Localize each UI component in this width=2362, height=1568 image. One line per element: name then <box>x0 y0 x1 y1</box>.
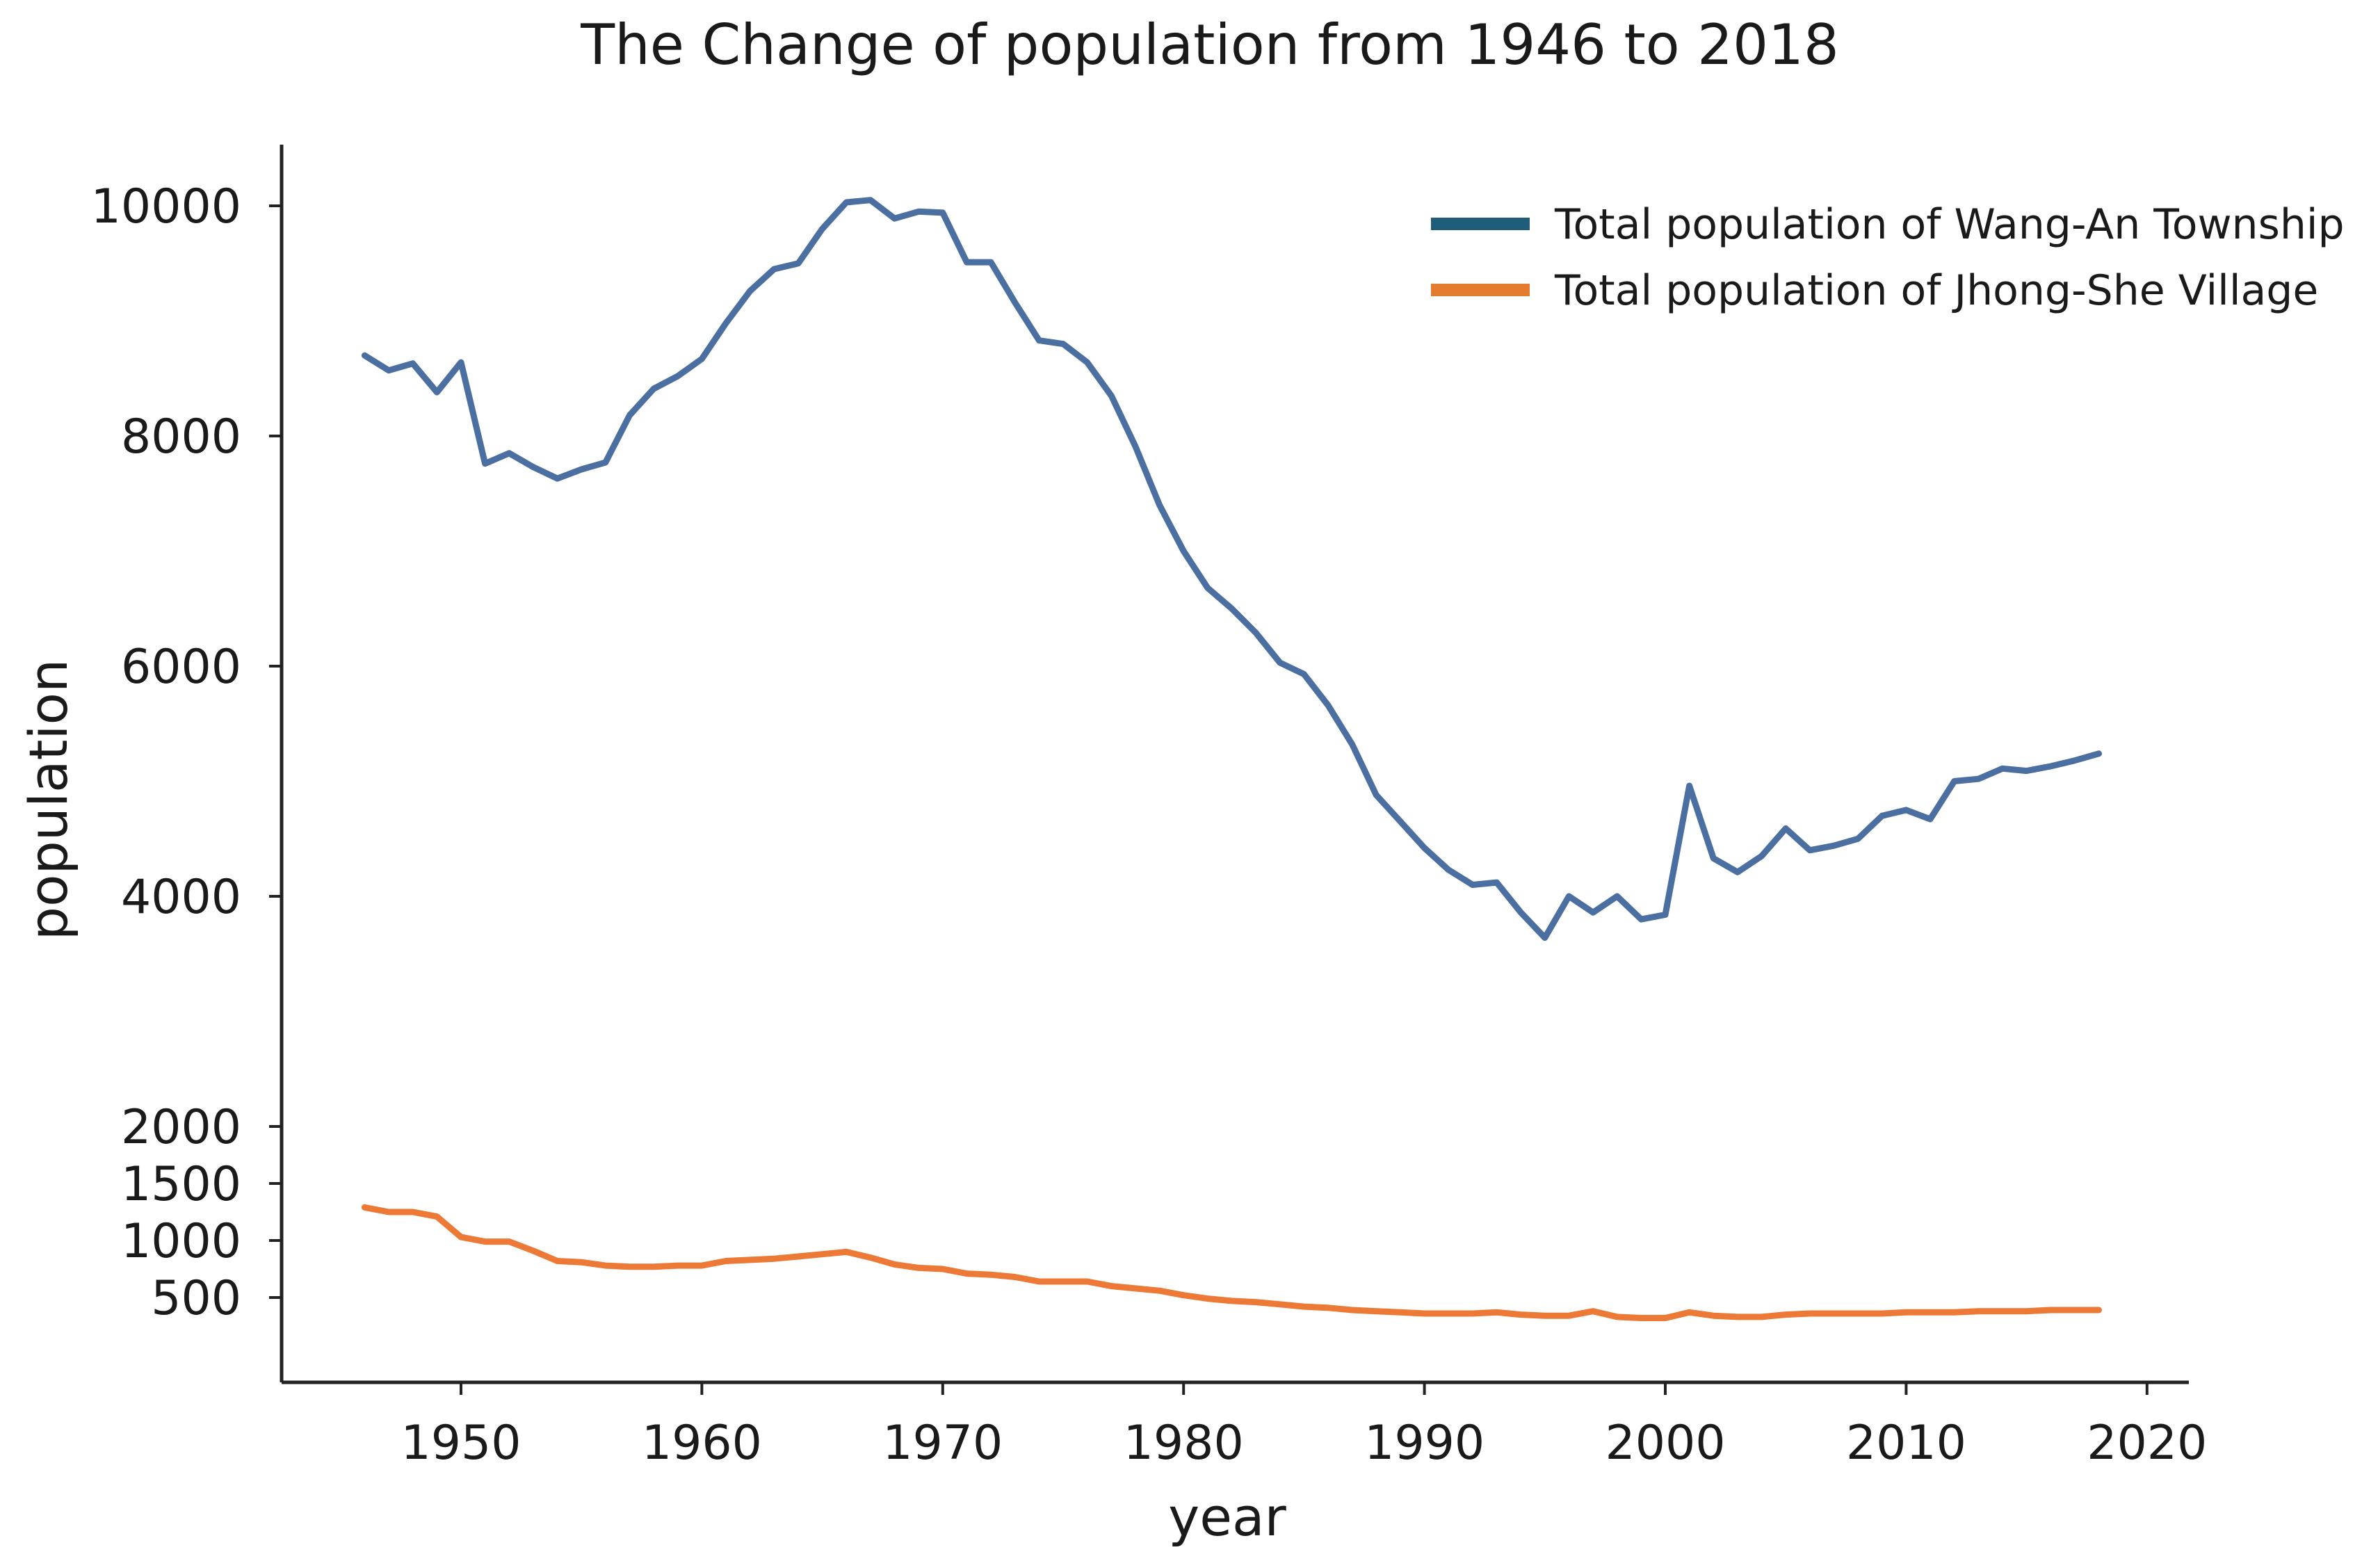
series-line-jhong-she-village <box>361 1204 2102 1321</box>
x-tick-label: 2020 <box>2087 1416 2207 1471</box>
y-axis-title: population <box>17 659 79 940</box>
y-tick-label: 2000 <box>121 1100 241 1155</box>
legend: Total population of Wang-An Township Tota… <box>1431 200 2345 315</box>
x-tick-label: 2000 <box>1605 1416 1725 1471</box>
series-lines <box>361 197 2102 1321</box>
y-tick-label: 1000 <box>121 1214 241 1269</box>
series-line-wang-an-township <box>361 197 2102 941</box>
legend-label: Total population of Wang-An Township <box>1554 200 2345 249</box>
x-axis-title: year <box>1168 1486 1286 1548</box>
x-tick-label: 1970 <box>882 1416 1003 1471</box>
y-tick-label: 1500 <box>121 1157 241 1212</box>
legend-label: Total population of Jhong-She Village <box>1554 266 2318 315</box>
chart-title: The Change of population from 1946 to 20… <box>580 13 1839 77</box>
x-tick-label: 1980 <box>1124 1416 1244 1471</box>
y-tick-label: 8000 <box>121 410 241 464</box>
y-tick-label: 10000 <box>91 179 241 234</box>
x-axis-ticks: 1950 1960 1970 1980 1990 2000 2010 2020 <box>401 1382 2207 1471</box>
x-tick-label: 1960 <box>642 1416 762 1471</box>
y-tick-label: 6000 <box>121 640 241 695</box>
x-tick-label: 1950 <box>401 1416 521 1471</box>
x-tick-label: 2010 <box>1846 1416 1966 1471</box>
x-tick-label: 1990 <box>1364 1416 1485 1471</box>
y-tick-label: 500 <box>151 1271 241 1326</box>
y-tick-label: 4000 <box>121 870 241 925</box>
